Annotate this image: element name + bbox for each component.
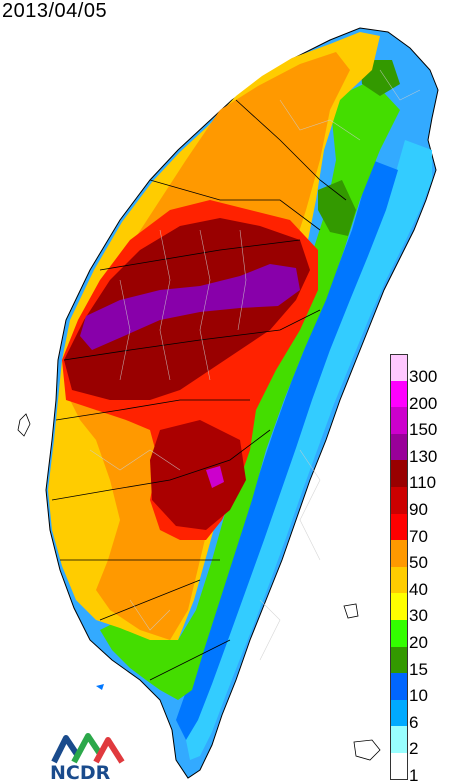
legend-label: 50 xyxy=(409,553,428,573)
legend-swatch xyxy=(390,380,408,408)
green-island xyxy=(343,603,359,619)
legend-swatch xyxy=(390,513,408,541)
legend-item: 10 xyxy=(390,673,460,704)
legend-label: 200 xyxy=(409,393,438,413)
rain-zone-150 xyxy=(206,466,224,488)
ncdr-logo-mark-icon xyxy=(51,733,125,764)
ncdr-logo-text: NCDR xyxy=(50,762,111,783)
legend-swatch xyxy=(390,619,408,647)
legend-item: 15 xyxy=(390,646,460,678)
legend-swatch xyxy=(390,726,408,753)
legend-swatch xyxy=(390,354,408,381)
legend-swatch xyxy=(390,593,408,620)
legend-label: 30 xyxy=(409,606,428,626)
legend-item: 6 xyxy=(390,699,460,731)
legend-swatch xyxy=(390,540,408,567)
legend-item: 150 xyxy=(390,407,460,438)
legend-swatch xyxy=(390,433,408,461)
rain-zone-6 xyxy=(186,140,432,760)
rainfall-legend: 300 200 150 130 110 90 70 50 40 30 20 15 10 6 2 1 xyxy=(390,354,460,783)
legend-label: 2 xyxy=(409,739,419,759)
legend-swatch xyxy=(390,646,408,674)
legend-label: 150 xyxy=(409,420,438,440)
legend-swatch xyxy=(390,407,408,434)
legend-label: 70 xyxy=(409,526,428,546)
orchid-island xyxy=(353,739,381,761)
legend-item: 70 xyxy=(390,513,460,545)
legend-item: 1 xyxy=(390,752,460,783)
legend-label: 90 xyxy=(409,499,428,519)
legend-swatch xyxy=(390,673,408,700)
county-boundaries xyxy=(51,99,347,681)
legend-swatch xyxy=(390,460,408,487)
legend-item: 20 xyxy=(390,619,460,651)
legend-item: 110 xyxy=(390,460,460,491)
rain-zone-10 xyxy=(176,160,398,740)
legend-item: 2 xyxy=(390,726,460,757)
legend-label: 10 xyxy=(409,686,428,706)
legend-item: 90 xyxy=(390,486,460,518)
legend-label: 40 xyxy=(409,579,428,599)
legend-label: 1 xyxy=(409,765,419,783)
legend-swatch xyxy=(390,486,408,514)
legend-label: 15 xyxy=(409,659,428,679)
legend-label: 20 xyxy=(409,632,428,652)
ncdr-logo: NCDR xyxy=(50,728,130,783)
rain-zone-110b xyxy=(150,420,246,530)
township-boundaries xyxy=(89,69,421,661)
legend-item: 300 xyxy=(390,354,460,385)
legend-label: 130 xyxy=(409,446,438,466)
legend-item: 200 xyxy=(390,380,460,412)
legend-label: 110 xyxy=(409,473,437,493)
legend-swatch xyxy=(390,566,408,594)
legend-item: 130 xyxy=(390,433,460,465)
legend-item: 40 xyxy=(390,566,460,598)
rain-zone-15 xyxy=(318,180,356,236)
legend-item: 50 xyxy=(390,540,460,571)
island-small-1 xyxy=(96,684,104,690)
legend-label: 6 xyxy=(409,712,419,732)
map-date-title: 2013/04/05 xyxy=(2,0,108,22)
legend-swatch xyxy=(390,752,408,780)
rain-zone-20 xyxy=(100,80,400,700)
penghu-island xyxy=(17,413,31,437)
legend-item: 30 xyxy=(390,593,460,624)
legend-label: 300 xyxy=(409,367,438,386)
legend-swatch xyxy=(390,699,408,727)
